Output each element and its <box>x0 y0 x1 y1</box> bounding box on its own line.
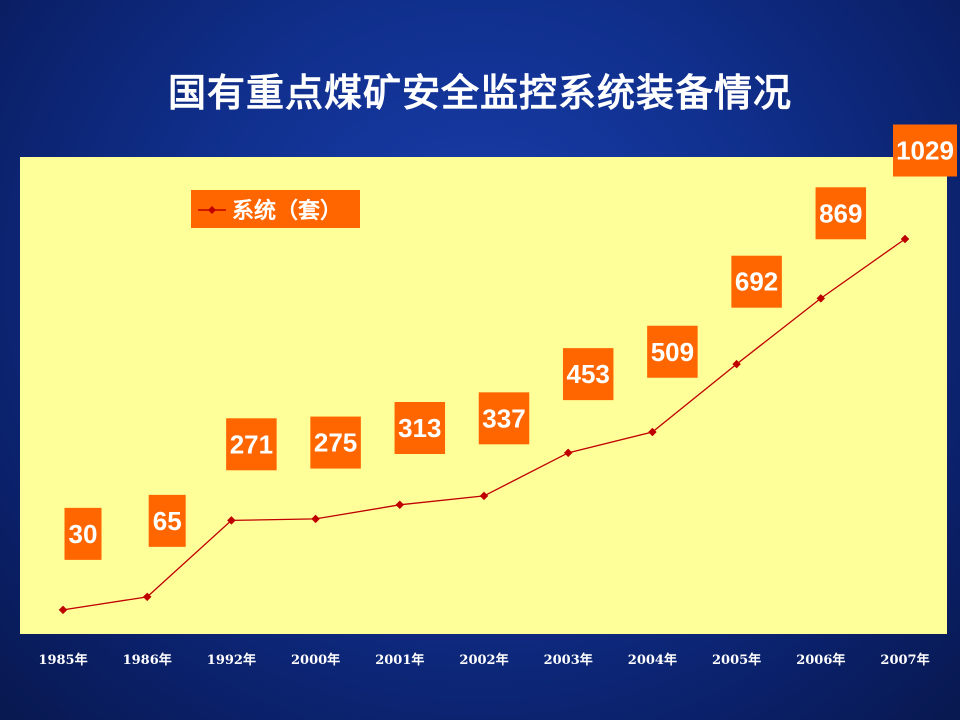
data-label-box <box>893 124 957 177</box>
data-label-box <box>148 494 186 547</box>
data-label-box <box>731 255 782 308</box>
data-label-2002年: 337 <box>478 392 530 445</box>
data-label-value: 869 <box>819 198 862 228</box>
legend-series-label: 系统（套） <box>232 198 342 224</box>
x-tick-label: 2003年 <box>544 652 593 668</box>
data-label-box <box>562 348 614 401</box>
data-label-box <box>394 402 446 455</box>
x-tick-label: 2000年 <box>291 652 340 668</box>
data-label-1986年: 65 <box>148 494 186 547</box>
data-label-2004年: 509 <box>647 325 698 378</box>
data-label-2001年: 313 <box>394 402 446 455</box>
data-label-value: 453 <box>567 359 610 389</box>
data-label-value: 692 <box>735 267 778 297</box>
data-point-1985年 <box>58 605 68 615</box>
data-point-1992年 <box>227 516 236 525</box>
data-label-2003年: 453 <box>562 348 614 401</box>
slide-title: 国有重点煤矿安全监控系统装备情况 <box>167 71 792 115</box>
data-label-box <box>64 507 102 560</box>
legend: 系统（套） <box>191 190 360 228</box>
x-tick-label: 1986年 <box>123 652 172 668</box>
data-point-2004年 <box>648 427 657 437</box>
data-label-box <box>815 187 867 240</box>
x-tick-label: 2004年 <box>628 652 677 668</box>
data-label-value: 509 <box>651 337 694 367</box>
data-label-1992年: 271 <box>226 418 277 471</box>
x-tick-label: 2006年 <box>796 652 845 668</box>
data-label-value: 65 <box>153 506 182 536</box>
x-tick-label: 1992年 <box>207 652 256 668</box>
x-tick-label: 2001年 <box>375 652 424 668</box>
data-label-value: 313 <box>398 413 441 443</box>
x-tick-label: 1985年 <box>38 652 87 668</box>
x-tick-label: 2007年 <box>880 652 929 668</box>
x-tick-label: 2002年 <box>459 652 508 668</box>
data-point-2006年 <box>816 294 826 303</box>
legend-marker-swatch <box>208 206 216 214</box>
data-label-2007年: 1029 <box>893 124 957 177</box>
data-label-box <box>226 418 277 471</box>
data-label-box <box>478 392 530 445</box>
data-label-value: 271 <box>230 429 273 459</box>
data-point-2001年 <box>395 500 405 510</box>
data-label-value: 337 <box>482 403 525 433</box>
x-tick-label: 2005年 <box>712 652 761 668</box>
data-point-2000年 <box>311 514 320 524</box>
data-point-2007年 <box>900 234 910 244</box>
data-label-2005年: 692 <box>731 255 782 308</box>
data-label-box <box>647 325 698 378</box>
data-label-2006年: 869 <box>815 187 867 240</box>
data-point-2003年 <box>563 448 573 458</box>
data-label-2000年: 275 <box>310 416 361 469</box>
data-point-1986年 <box>142 592 152 602</box>
data-label-box <box>310 416 361 469</box>
data-label-value: 1029 <box>896 136 954 166</box>
data-label-value: 275 <box>314 428 357 458</box>
data-label-value: 30 <box>69 519 98 549</box>
legend-box <box>191 190 360 228</box>
data-point-2002年 <box>479 491 489 501</box>
data-point-2005年 <box>732 359 741 369</box>
data-label-1985年: 30 <box>64 507 102 560</box>
